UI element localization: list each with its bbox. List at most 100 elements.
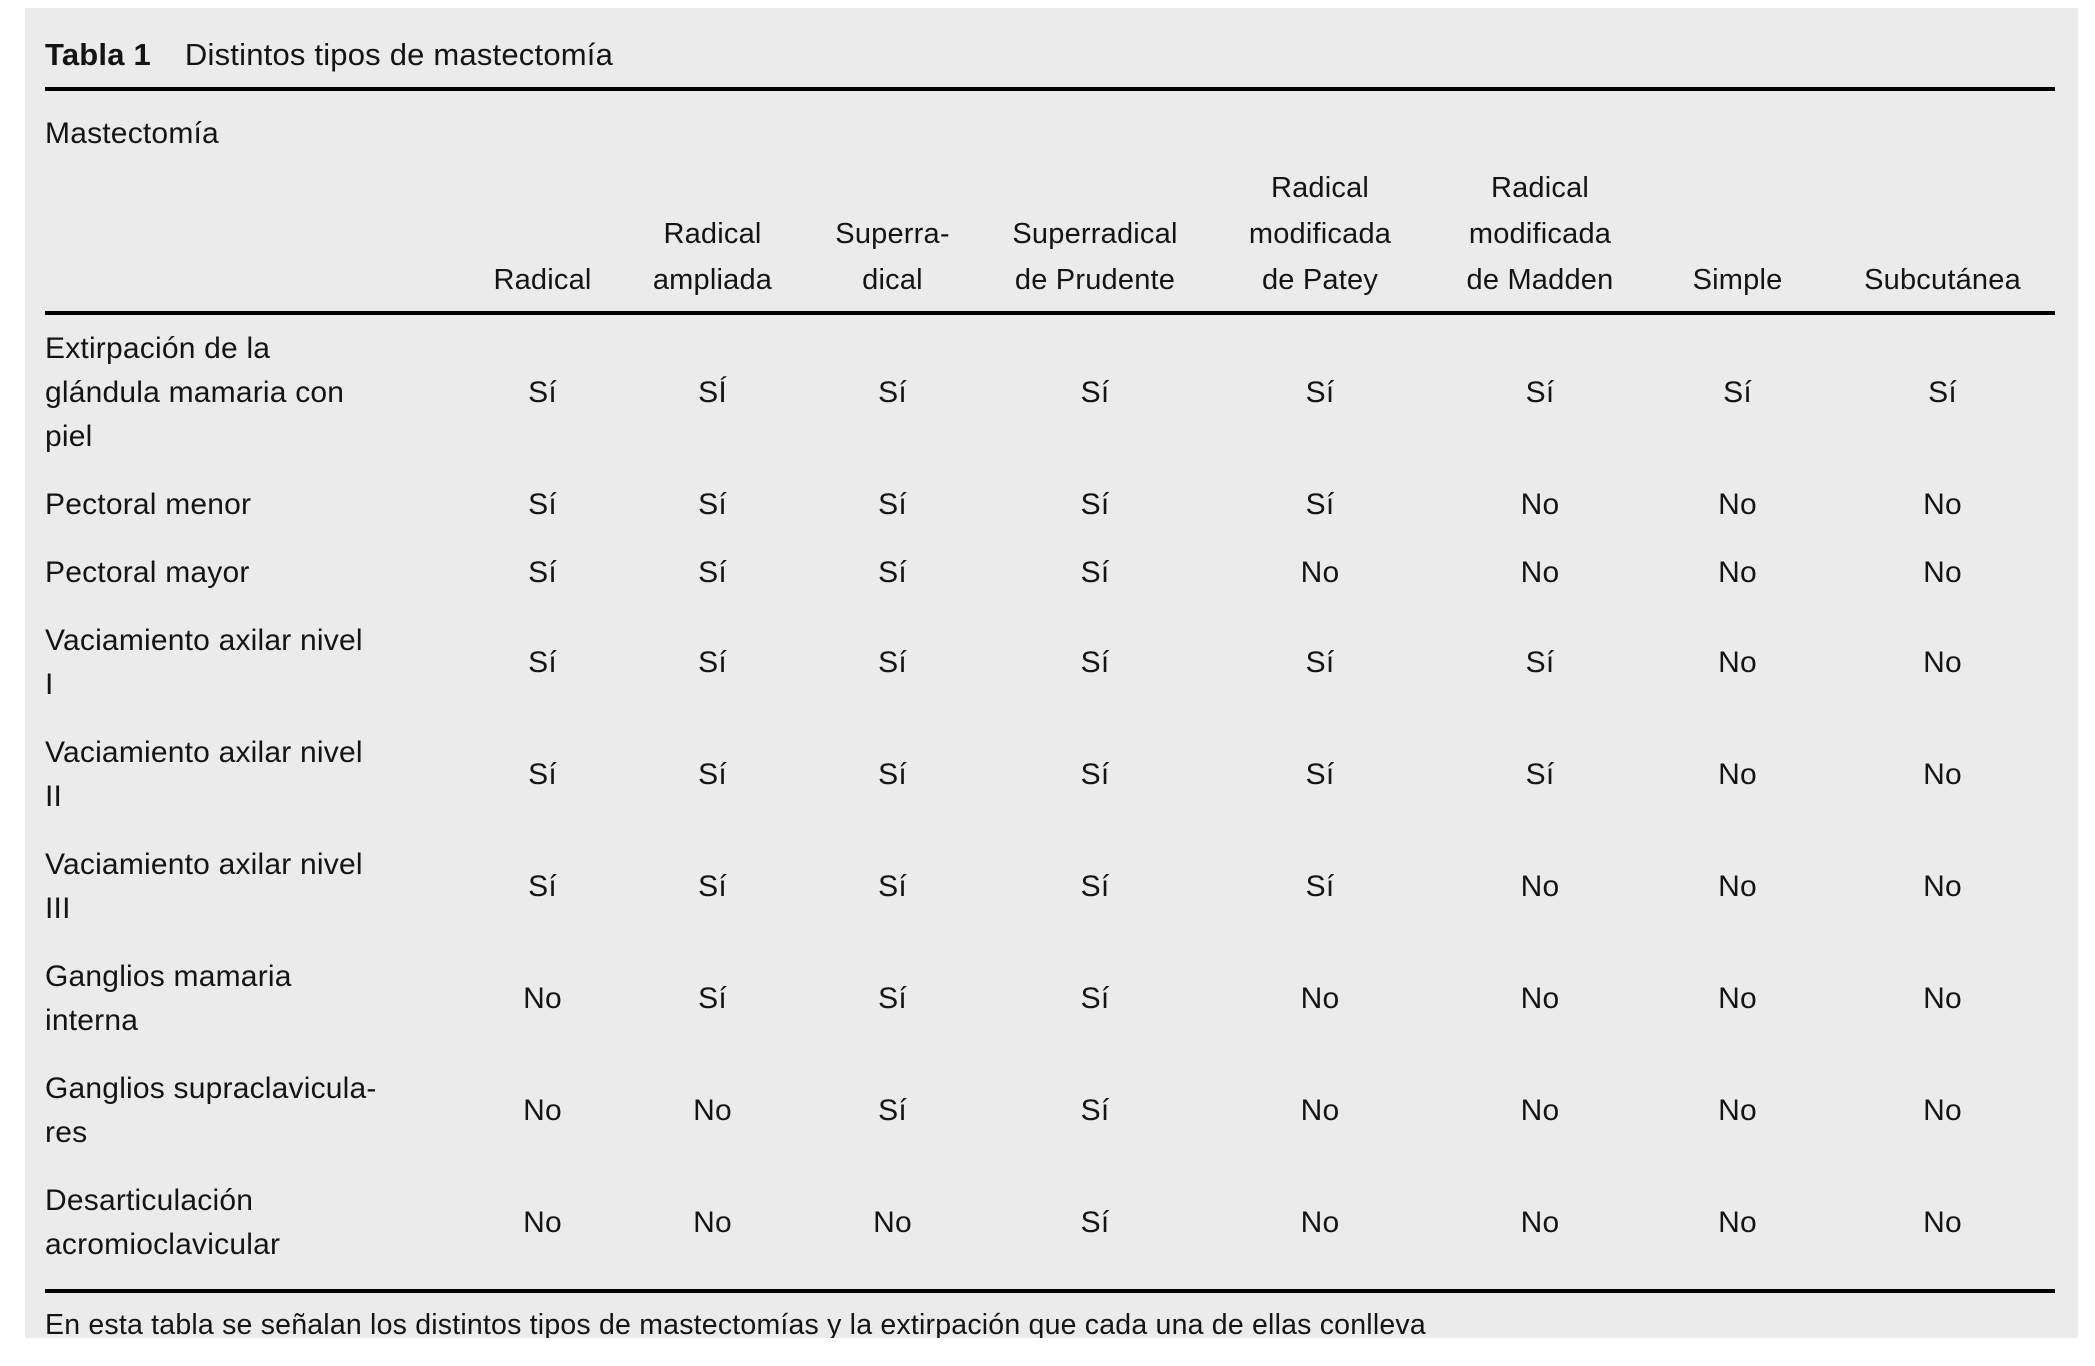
- table-row: Pectoral menor Sí Sí Sí Sí Sí No No No: [45, 471, 2055, 539]
- table-group-header: Mastectomía: [45, 117, 219, 151]
- cell-value: No: [1718, 556, 1757, 590]
- table-row: Pectoral mayor Sí Sí Sí Sí No No No No: [45, 539, 2055, 607]
- column-header: Radical ampliada: [652, 218, 773, 297]
- row-label: Desarticulación acromioclavicular: [45, 1184, 281, 1262]
- table-row: Vaciamiento axilar nivel II Sí Sí Sí Sí Sí Sí N…: [45, 719, 2055, 831]
- table-title: Distintos tipos de mastectomía: [184, 37, 614, 72]
- row-label: Vaciamiento axilar nivel III: [45, 848, 363, 926]
- table-row: Vaciamiento axilar nivel III Sí Sí Sí Sí Sí No…: [45, 831, 2055, 943]
- mastectomy-table: Radical Radical ampliada Superra- dical Sup…: [45, 155, 2055, 1279]
- cell-value: No: [1923, 1094, 1962, 1128]
- cell-value: No: [1300, 1206, 1340, 1240]
- table-row: Ganglios supraclavicula- res No No Sí Sí No No…: [45, 1055, 2055, 1167]
- table-row: Vaciamiento axilar nivel I Sí Sí Sí Sí Sí Sí No…: [45, 607, 2055, 719]
- cell-value: Sí: [1525, 758, 1555, 792]
- cell-value: No: [1718, 1206, 1757, 1240]
- column-header: Superradical de Prudente: [1012, 218, 1178, 297]
- row-label: Pectoral menor: [45, 488, 252, 522]
- cell-value: No: [1718, 488, 1757, 522]
- cell-value: Sí: [878, 982, 907, 1016]
- cell-value: Sí: [528, 488, 557, 522]
- cell-value: Sí: [698, 758, 727, 792]
- cell-value: Sí: [1080, 1206, 1110, 1240]
- column-header: Superra- dical: [835, 218, 950, 297]
- cell-value: Sí: [878, 870, 907, 904]
- cell-value: Sí: [1080, 488, 1110, 522]
- cell-value: Sí: [528, 758, 557, 792]
- cell-value: Sí: [878, 376, 907, 410]
- cell-value: Sí: [1305, 646, 1335, 680]
- title-divider: [45, 87, 2055, 92]
- row-label: Extirpación de la glándula mamaria con p…: [45, 332, 345, 454]
- column-header: Simple: [1692, 264, 1783, 297]
- column-header: Subcutánea: [1864, 264, 2021, 297]
- cell-value: No: [1923, 646, 1962, 680]
- column-header: Radical: [493, 264, 592, 297]
- row-label: Vaciamiento axilar nivel I: [45, 624, 363, 702]
- cell-value: No: [1923, 488, 1962, 522]
- cell-value: No: [523, 982, 562, 1016]
- table-title-row: Tabla 1 Distintos tipos de mastectomía: [45, 30, 2056, 87]
- cell-value: Sí: [1525, 376, 1555, 410]
- row-label: Vaciamiento axilar nivel II: [45, 736, 363, 814]
- cell-value: No: [1923, 982, 1962, 1016]
- cell-value: No: [1300, 556, 1340, 590]
- cell-value: No: [1718, 646, 1757, 680]
- column-header: Radical modificada de Madden: [1466, 172, 1614, 297]
- cell-value: No: [1923, 1206, 1962, 1240]
- cell-value: Sí: [1525, 646, 1555, 680]
- cell-value: No: [1520, 488, 1560, 522]
- cell-value: Sí: [528, 646, 557, 680]
- cell-value: Sí: [698, 556, 727, 590]
- cell-value: Sí: [1305, 870, 1335, 904]
- table-row: Desarticulación acromioclavicular No No No S…: [45, 1167, 2055, 1279]
- cell-value: Sí: [878, 758, 907, 792]
- cell-value: No: [1520, 1094, 1560, 1128]
- cell-value: No: [873, 1206, 912, 1240]
- cell-value: Sí: [878, 556, 907, 590]
- table-header-row: Radical Radical ampliada Superra- dical Sup…: [45, 155, 2055, 314]
- row-label: Ganglios mamaria interna: [45, 960, 292, 1038]
- cell-value: Sí: [878, 1094, 907, 1128]
- cell-value: Sí: [698, 646, 727, 680]
- cell-value: Sí: [1723, 376, 1752, 410]
- cell-value: No: [1520, 1206, 1560, 1240]
- cell-value: No: [1520, 556, 1560, 590]
- footer-divider: [45, 1289, 2055, 1294]
- cell-value: Sí: [1080, 982, 1110, 1016]
- cell-value: Sí: [1080, 870, 1110, 904]
- cell-value: No: [1718, 1094, 1757, 1128]
- cell-value: Sí: [1305, 488, 1335, 522]
- cell-value: No: [523, 1206, 562, 1240]
- cell-value: No: [1300, 982, 1340, 1016]
- table-row: Ganglios mamaria interna No Sí Sí Sí No No No No: [45, 943, 2055, 1055]
- row-label: Pectoral mayor: [45, 556, 250, 590]
- cell-value: Sí: [528, 870, 557, 904]
- cell-value: Sí: [698, 488, 727, 522]
- cell-value: No: [693, 1094, 732, 1128]
- cell-value: No: [1923, 870, 1962, 904]
- cell-value: Sí: [1080, 1094, 1110, 1128]
- cell-value: Sí: [528, 556, 557, 590]
- cell-value: Sí: [878, 488, 907, 522]
- table-number-label: Tabla 1: [45, 37, 151, 72]
- cell-value: No: [1520, 982, 1560, 1016]
- column-header: Radical modificada de Patey: [1248, 172, 1392, 297]
- cell-value: Sí: [528, 376, 557, 410]
- cell-value: No: [1718, 982, 1757, 1016]
- cell-value: No: [1923, 556, 1962, 590]
- cell-value: Sí: [878, 646, 907, 680]
- row-label: Ganglios supraclavicula- res: [45, 1072, 377, 1150]
- cell-value: Sí: [698, 870, 727, 904]
- cell-value: No: [1923, 758, 1962, 792]
- table-card: Tabla 1 Distintos tipos de mastectomía Ma…: [25, 8, 2078, 1338]
- cell-value: No: [693, 1206, 732, 1240]
- cell-value: Sí: [1080, 556, 1110, 590]
- cell-value: Sí: [698, 982, 727, 1016]
- cell-value: No: [1718, 870, 1757, 904]
- cell-value: No: [1300, 1094, 1340, 1128]
- cell-value: Sí: [1305, 376, 1335, 410]
- row-label-column-header: [45, 155, 460, 313]
- cell-value: Sí: [1305, 758, 1335, 792]
- cell-value: No: [1718, 758, 1757, 792]
